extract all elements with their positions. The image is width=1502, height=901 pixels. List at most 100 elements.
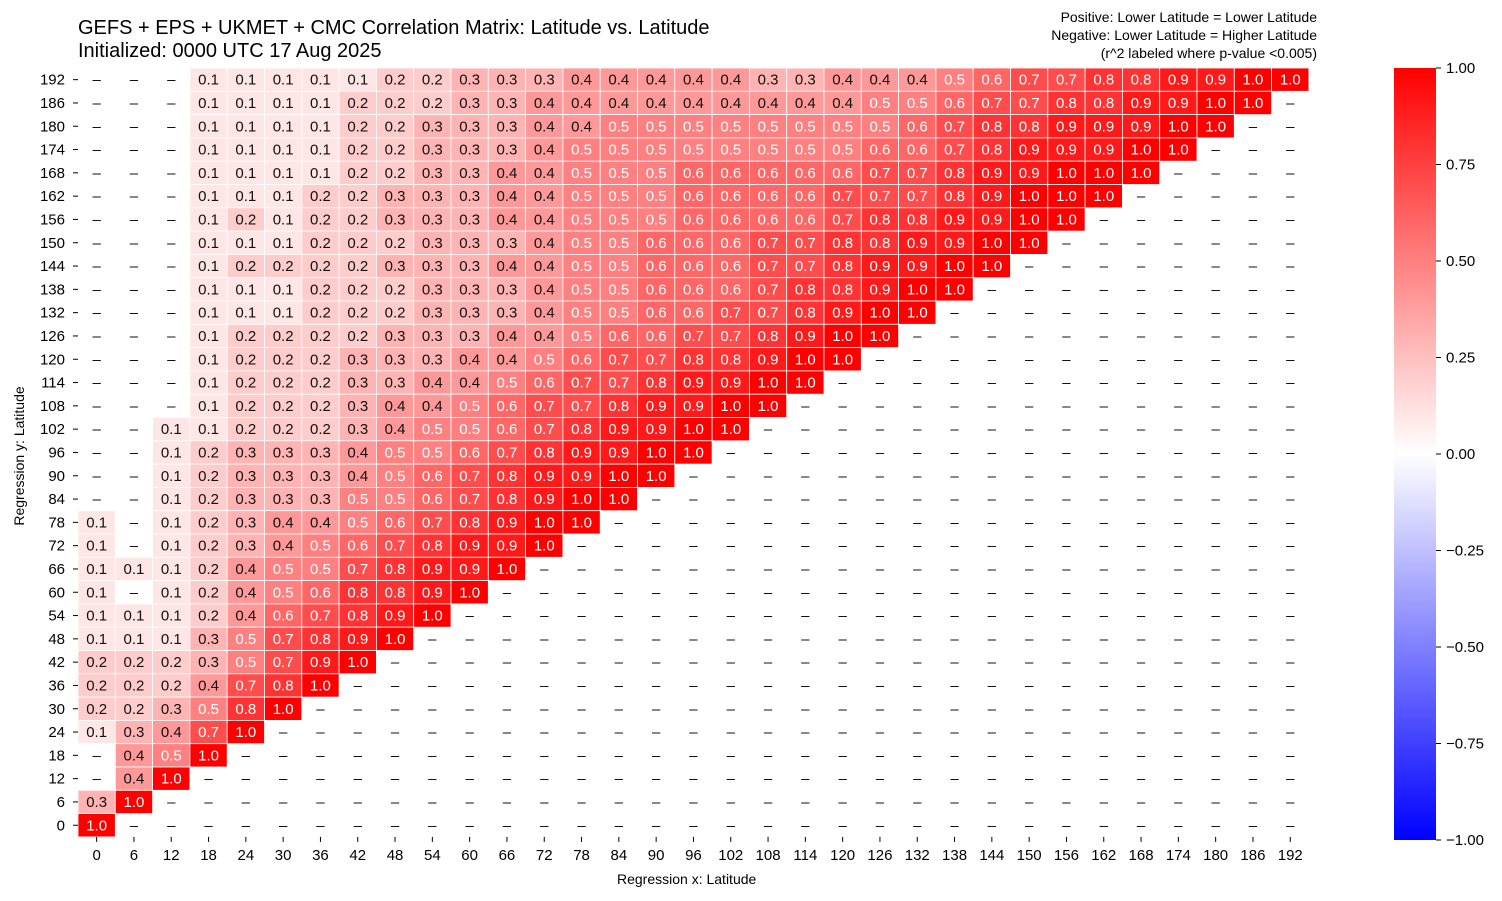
cell-value-label: – [876,747,885,764]
cell-value-label: – [1100,421,1109,438]
heatmap-cell [674,440,713,465]
cell-value-label: 0.7 [459,491,480,508]
cell-value-label: 0.9 [385,608,406,625]
cell-value-label: – [1286,258,1295,275]
cell-value-label: – [279,771,288,788]
cell-value-label: 0.6 [683,188,704,205]
cell-value-label: – [988,654,997,671]
cell-value-label: 0.6 [422,468,443,485]
cell-value-label: – [838,654,847,671]
cell-value-label: 0.6 [720,258,741,275]
cell-value-label: 0.9 [870,258,891,275]
y-tick-label: 36 [48,677,65,694]
x-tick-label: 180 [1203,847,1228,864]
cell-value-label: 0.9 [571,444,592,461]
x-tick-label: 120 [830,847,855,864]
cell-value-label: – [950,608,959,625]
cell-value-label: – [1137,444,1146,461]
cell-value-label: – [167,235,176,252]
cell-value-label: – [652,701,661,718]
cell-value-label: 0.6 [683,235,704,252]
cell-value-label: 0.4 [534,258,555,275]
cell-value-label: 0.2 [198,561,219,578]
cell-value-label: 0.4 [347,444,368,461]
heatmap-cell [413,603,452,628]
cell-value-label: – [1025,375,1034,392]
cell-value-label: 0.1 [235,165,256,182]
cell-value-label: 0.6 [683,211,704,228]
cell-value-label: 0.9 [422,584,443,601]
cell-value-label: – [764,491,773,508]
heatmap-cell [786,370,825,395]
cell-value-label: 1.0 [907,281,928,298]
cell-value-label: – [1062,468,1071,485]
cell-value-label: 0.2 [347,211,368,228]
cell-value-label: 0.2 [310,305,331,322]
y-tick-label: 108 [40,398,65,415]
cell-value-label: – [1211,375,1220,392]
cell-value-label: – [92,328,101,345]
cell-value-label: – [876,654,885,671]
cell-value-label: 0.8 [347,608,368,625]
cell-value-label: 0.6 [646,305,667,322]
cell-value-label: 1.0 [385,631,406,648]
cell-value-label: 0.5 [608,305,629,322]
cell-value-label: – [577,584,586,601]
cell-value-label: – [503,817,512,834]
y-tick-label: 114 [41,375,65,392]
cell-value-label: – [1211,398,1220,415]
cell-value-label: – [130,584,139,601]
cell-value-label: 0.3 [235,514,256,531]
cell-value-label: 0.1 [198,165,219,182]
cell-value-label: – [950,631,959,648]
cell-value-label: 0.4 [497,188,518,205]
x-tick-label: 30 [275,847,292,864]
cell-value-label: – [1100,468,1109,485]
cell-value-label: 1.0 [646,468,667,485]
cell-value-label: – [838,608,847,625]
cell-value-label: – [764,468,773,485]
cell-value-label: – [316,771,325,788]
cell-value-label: 0.2 [347,235,368,252]
cell-value-label: 0.5 [273,584,294,601]
cell-value-label: 0.9 [534,491,555,508]
cell-value-label: 0.8 [832,281,853,298]
cell-value-label: 0.5 [198,701,219,718]
cell-value-label: – [988,584,997,601]
cell-value-label: 0.1 [124,608,145,625]
cell-value-label: 0.8 [907,211,928,228]
cell-value-label: 0.2 [86,654,107,671]
heatmap-cell [226,720,265,745]
cell-value-label: 0.9 [944,211,965,228]
cell-value-label: 0.3 [235,444,256,461]
cell-value-label: – [1174,351,1183,368]
cell-value-label: – [1286,328,1295,345]
cell-value-label: 0.1 [273,142,294,159]
cell-value-label: 1.0 [1056,211,1077,228]
cell-value-label: – [1137,747,1146,764]
cell-value-label: – [354,747,363,764]
cell-value-label: – [1249,724,1258,741]
cell-value-label: – [1249,444,1258,461]
cell-value-label: 0.1 [273,211,294,228]
cell-value-label: 1.0 [1131,165,1152,182]
cell-value-label: – [1174,375,1183,392]
cell-value-label: – [1137,328,1146,345]
cell-value-label: 0.6 [795,165,816,182]
cell-value-label: – [727,444,736,461]
cell-value-label: 0.5 [608,165,629,182]
cell-value-label: 0.8 [1019,118,1040,135]
cell-value-label: 0.6 [646,328,667,345]
cell-value-label: – [913,654,922,671]
cell-value-label: – [727,701,736,718]
cell-value-label: – [577,771,586,788]
cell-value-label: – [204,771,213,788]
cell-value-label: 0.9 [795,328,816,345]
cell-value-label: 0.4 [608,95,629,112]
cell-value-label: – [689,514,698,531]
cell-value-label: 0.7 [459,468,480,485]
cell-value-label: 0.1 [161,561,182,578]
cell-value-label: 1.0 [534,538,555,555]
cell-value-label: – [1249,281,1258,298]
cell-value-label: – [876,421,885,438]
